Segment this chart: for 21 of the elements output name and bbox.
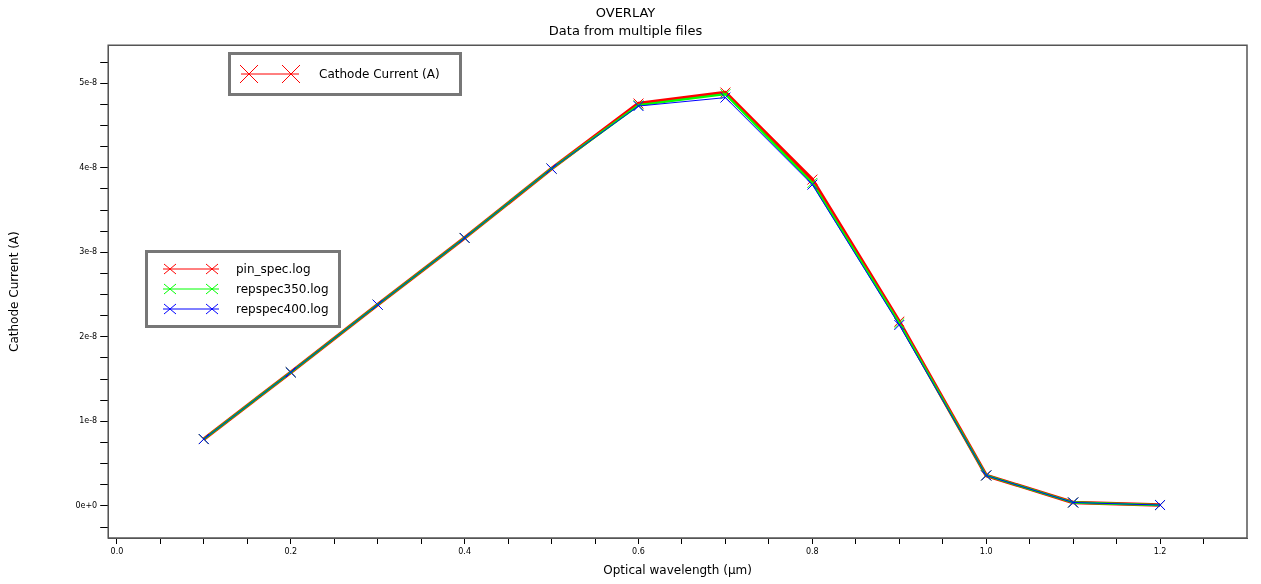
legend-label: repspec350.log xyxy=(236,282,329,296)
legend-label: repspec400.log xyxy=(236,302,329,316)
x-axis-title: Optical wavelength (µm) xyxy=(603,562,752,577)
x-tick-label: 0.8 xyxy=(805,546,819,556)
x-tick-label: 0.6 xyxy=(632,546,645,556)
x-tick-label: 0.0 xyxy=(110,546,124,556)
legend-title: Cathode Current (A) xyxy=(319,67,440,81)
legend-label: pin_spec.log xyxy=(236,262,311,276)
chart-title: OVERLAY xyxy=(595,5,656,21)
x-tick-label: 0.4 xyxy=(458,546,471,556)
y-tick-label: 4e-8 xyxy=(79,162,98,172)
x-tick-label: 1.2 xyxy=(1153,546,1167,556)
y-tick-label: 3e-8 xyxy=(79,247,98,257)
y-axis-title: Cathode Current (A) xyxy=(7,231,22,352)
y-tick-label: 2e-8 xyxy=(79,331,98,341)
y-tick-label: 1e-8 xyxy=(79,416,98,426)
x-tick-label: 0.2 xyxy=(284,546,298,556)
y-tick-label: 0e+0 xyxy=(75,500,98,510)
x-tick-label: 1.0 xyxy=(979,546,993,556)
y-tick-label: 5e-8 xyxy=(79,78,98,88)
chart-subtitle: Data from multiple files xyxy=(548,22,703,38)
